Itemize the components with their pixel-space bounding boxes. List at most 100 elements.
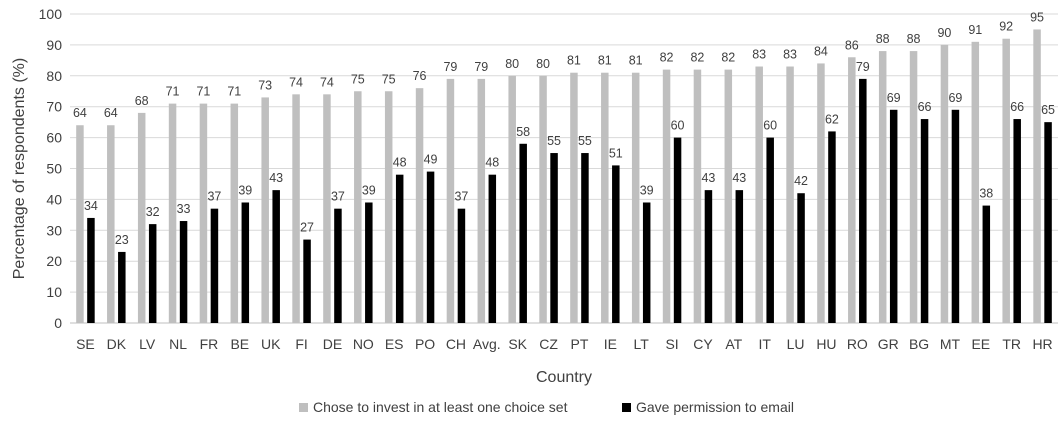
data-label: 27: [300, 221, 314, 235]
x-tick-label: IT: [758, 336, 771, 352]
bar-invest-DK: [107, 125, 115, 324]
data-label: 37: [454, 190, 468, 204]
y-axis-title: Percentage of respondents (%): [11, 58, 28, 279]
data-label: 71: [227, 85, 241, 99]
bar-email-UK: [272, 190, 280, 323]
bar-invest-BG: [909, 51, 918, 324]
y-tick-label: 90: [46, 37, 62, 53]
bar-email-GR: [889, 109, 898, 323]
legend-label-invest: Chose to invest in at least one choice s…: [313, 399, 568, 415]
bar-invest-HU: [817, 63, 825, 323]
bar-invest-PT: [570, 72, 578, 324]
y-tick-label: 70: [46, 99, 62, 115]
bar-invest-MT: [940, 44, 949, 324]
data-label: 71: [166, 85, 180, 99]
data-label: 38: [979, 187, 993, 201]
bar-invest-CY: [693, 69, 702, 324]
legend-swatch-invest: [299, 403, 308, 412]
y-tick-label: 100: [39, 6, 63, 22]
data-label: 83: [752, 48, 766, 62]
data-label: 83: [783, 48, 797, 62]
data-label: 81: [629, 54, 643, 68]
bar-email-TR: [1013, 119, 1021, 323]
bar-email-IE: [612, 165, 620, 323]
data-label: 73: [258, 78, 272, 92]
x-tick-label: LV: [139, 336, 156, 352]
y-tick-label: 50: [46, 161, 62, 177]
x-tick-label: TR: [1002, 336, 1021, 352]
data-label: 79: [474, 60, 488, 74]
data-label: 43: [732, 171, 746, 185]
data-label: 80: [536, 57, 550, 71]
legend-swatch-email: [622, 403, 631, 412]
data-label: 65: [1041, 103, 1055, 117]
bar-invest-CH: [446, 78, 455, 323]
bar-invest-FR: [199, 103, 208, 323]
bar-email-PO: [426, 171, 435, 323]
bar-email-RO: [859, 78, 867, 323]
bar-invest-SK: [508, 75, 516, 323]
x-tick-label: LU: [787, 336, 805, 352]
data-label: 88: [907, 32, 921, 46]
bar-invest-DE: [323, 94, 331, 323]
data-label: 74: [289, 75, 303, 89]
bar-email-LT: [642, 202, 651, 323]
data-label: 92: [999, 20, 1013, 34]
y-tick-label: 0: [54, 315, 62, 331]
legend-label-email: Gave permission to email: [636, 399, 794, 415]
x-tick-label: LT: [634, 336, 650, 352]
data-label: 43: [269, 171, 283, 185]
x-tick-label: FI: [295, 336, 307, 352]
data-label: 66: [918, 100, 932, 114]
data-label: 48: [393, 156, 407, 170]
data-label: 90: [937, 26, 951, 40]
bar-email-Avg.: [488, 174, 497, 323]
data-label: 81: [567, 54, 581, 68]
bar-invest-UK: [261, 97, 269, 324]
bar-invest-LT: [631, 72, 640, 324]
y-tick-label: 40: [46, 191, 62, 207]
bar-invest-AT: [724, 69, 733, 324]
bar-invest-TR: [1002, 38, 1010, 323]
data-label: 86: [845, 38, 859, 52]
bar-invest-GR: [878, 51, 887, 324]
x-tick-label: BE: [230, 336, 249, 352]
bar-email-NL: [179, 221, 188, 323]
bar-invest-BE: [230, 103, 239, 323]
bar-email-SI: [673, 137, 682, 323]
data-label: 69: [887, 91, 901, 105]
bar-invest-ES: [384, 91, 393, 323]
bar-email-CY: [704, 190, 713, 323]
x-tick-label: NL: [169, 336, 187, 352]
bar-email-FI: [303, 239, 311, 323]
x-tick-label: CZ: [539, 336, 558, 352]
data-label: 79: [443, 60, 457, 74]
bar-email-BE: [241, 202, 250, 323]
bar-email-LV: [148, 224, 157, 323]
bars: [76, 29, 1052, 324]
bar-email-SE: [87, 217, 95, 323]
data-label: 91: [968, 23, 982, 37]
bar-invest-SI: [662, 69, 671, 324]
bar-email-SK: [519, 143, 527, 323]
data-label: 55: [547, 134, 561, 148]
y-tick-label: 20: [46, 253, 62, 269]
bar-invest-NO: [354, 91, 362, 323]
gridlines: [70, 13, 1058, 293]
x-tick-label: RO: [847, 336, 868, 352]
x-tick-label: SE: [76, 336, 95, 352]
data-label: 49: [424, 153, 438, 167]
bar-invest-RO: [848, 57, 856, 323]
x-tick-label: BG: [909, 336, 929, 352]
bar-email-DE: [334, 208, 342, 323]
x-tick-label: PO: [415, 336, 435, 352]
data-label: 82: [660, 51, 674, 65]
data-label: 64: [73, 106, 87, 120]
data-label: 32: [146, 205, 160, 219]
x-tick-label: NO: [353, 336, 374, 352]
data-label: 69: [948, 91, 962, 105]
bar-email-DK: [118, 251, 126, 323]
data-label: 80: [505, 57, 519, 71]
x-tick-label: MT: [940, 336, 961, 352]
data-label: 37: [207, 190, 221, 204]
